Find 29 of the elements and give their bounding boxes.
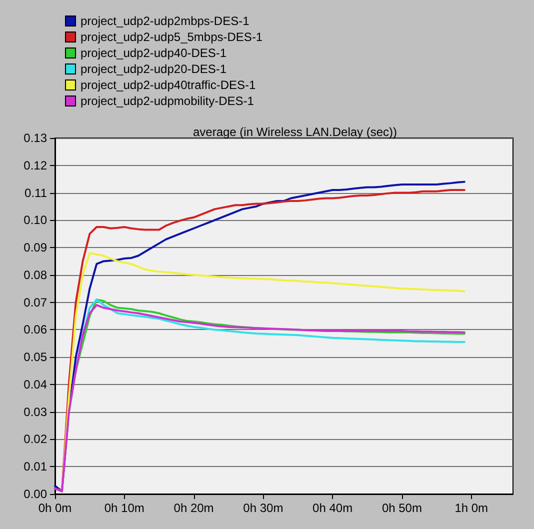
y-tick-label: 0.03	[24, 404, 48, 419]
y-tick-label: 0.01	[24, 460, 48, 474]
line-series	[54, 304, 466, 492]
x-tick-label: 0h 40m	[312, 501, 353, 515]
x-tick-label: 0h 30m	[243, 501, 284, 515]
y-tick-label: 0.07	[24, 295, 48, 310]
legend-label: project_udp2-udp40-DES-1	[80, 46, 227, 60]
x-tick-label: 1h 0m	[454, 501, 488, 515]
x-tick-label: 0h 20m	[174, 501, 214, 515]
legend-label: project_udp2-udp5_5mbps-DES-1	[80, 30, 263, 44]
y-tick-label: 0.06	[24, 322, 48, 337]
y-tick-label: 0.00	[24, 487, 48, 501]
y-tick-label: 0.12	[24, 158, 48, 172]
y-tick-label: 0.13	[24, 131, 48, 145]
y-tick-label: 0.08	[24, 268, 48, 282]
y-tick-label: 0.10	[24, 213, 48, 228]
legend-label: project_udp2-udpmobility-DES-1	[80, 94, 254, 108]
y-tick-label: 0.04	[24, 377, 48, 392]
x-tick-label: 0h 0m	[38, 501, 72, 515]
x-tick-label: 0h 50m	[382, 501, 422, 515]
legend-label: project_udp2-udp2mbps-DES-1	[80, 14, 250, 28]
y-tick-label: 0.02	[24, 432, 48, 446]
chart-title: average (in Wireless LAN.Delay (sec))	[192, 125, 398, 139]
legend-label: project_udp2-udp20-DES-1	[80, 62, 227, 76]
y-tick-label: 0.11	[24, 186, 48, 200]
legend-label: project_udp2-udp40traffic-DES-1	[80, 78, 256, 92]
y-tick-label: 0.09	[24, 240, 48, 255]
x-tick-label: 0h 10m	[104, 501, 144, 515]
y-tick-label: 0.05	[24, 350, 48, 364]
